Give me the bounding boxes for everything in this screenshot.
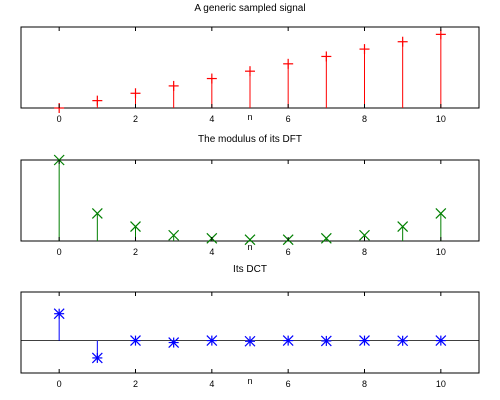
x-tick-label: 8 [362,114,367,124]
x-tick-label: 10 [436,247,446,257]
data-point-marker [91,352,103,364]
x-tick-label: 10 [436,379,446,389]
x-axis-ticks: 0 2 4 6 8 10 [57,292,446,389]
x-tick-label: 4 [209,379,214,389]
panel-dft: The modulus of its DFT 0 2 4 6 8 10 n [20,134,480,257]
x-axis-ticks: 0 2 4 6 8 10 [57,27,446,124]
data-point-marker [244,234,256,246]
x-tick-label: 6 [286,379,291,389]
x-axis-label: n [247,242,252,252]
data-point-marker [91,208,103,219]
data-point-marker [92,95,103,106]
data-point-marker [282,335,294,347]
stem-series [54,29,446,113]
x-axis-label: n [247,112,252,122]
x-tick-label: 2 [133,114,138,124]
x-axis-label: n [247,376,252,386]
x-tick-label: 0 [57,114,62,124]
x-tick-label: 8 [362,379,367,389]
data-point-marker [397,335,409,347]
data-point-marker [168,337,180,348]
data-point-marker [130,88,141,99]
data-point-marker [130,335,141,347]
x-tick-label: 6 [286,247,291,257]
data-point-marker [320,335,332,347]
x-axis-ticks: 0 2 4 6 8 10 [57,160,446,257]
x-tick-label: 2 [133,379,138,389]
data-point-marker [53,308,65,320]
data-point-marker [435,208,447,219]
chart-title: A generic sampled signal [194,3,305,14]
x-tick-label: 8 [362,247,367,257]
data-point-marker [206,335,218,347]
data-point-marker [397,36,408,47]
x-tick-label: 2 [133,247,138,257]
data-point-marker [283,58,294,69]
stem-series [53,308,447,364]
x-tick-label: 4 [209,114,214,124]
stem-series [53,154,447,246]
panel-dct: Its DCT 0 2 4 6 8 10 n [20,264,480,389]
data-point-marker [359,335,370,347]
data-point-marker [168,229,180,241]
chart-title: The modulus of its DFT [198,134,302,145]
data-point-marker [359,44,370,55]
data-point-marker [245,66,255,77]
x-tick-label: 6 [286,114,291,124]
data-point-marker [435,335,447,347]
data-point-marker [244,335,256,347]
plot-frame [20,291,480,374]
x-tick-label: 10 [436,114,446,124]
chart-title: Its DCT [233,264,267,275]
panel-signal: A generic sampled signal 0 2 4 6 8 10 n [20,3,480,124]
data-point-marker [320,232,332,244]
data-point-marker [130,221,141,232]
plot-frame [20,159,480,242]
x-tick-label: 0 [57,379,62,389]
data-point-marker [359,229,370,241]
data-point-marker [168,80,179,91]
data-point-marker [435,29,446,40]
x-tick-label: 4 [209,247,214,257]
x-tick-label: 0 [57,247,62,257]
data-point-marker [321,51,332,62]
data-point-marker [397,221,409,232]
data-point-marker [206,73,217,84]
